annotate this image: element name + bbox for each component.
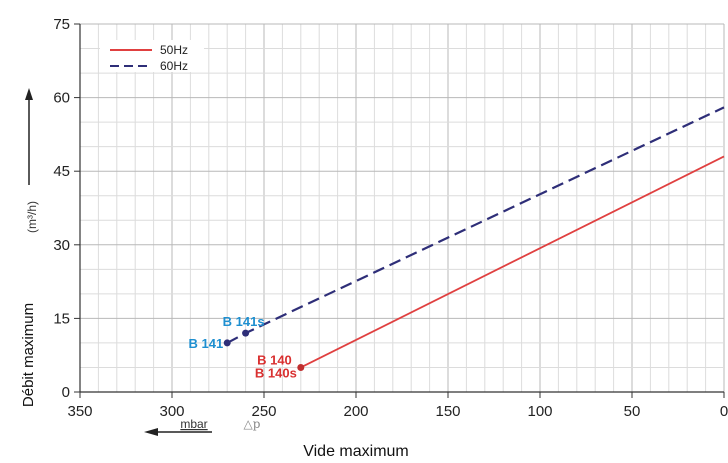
point-marker <box>242 329 250 337</box>
y-tick-label: 75 <box>53 16 70 33</box>
x-tick-label: 100 <box>527 403 552 420</box>
point-marker <box>223 339 231 347</box>
y-tick-label: 15 <box>53 310 70 327</box>
point-marker <box>297 363 305 371</box>
legend-label-50hz: 50Hz <box>160 43 188 57</box>
legend-box <box>100 40 204 72</box>
legend: 50Hz 60Hz <box>100 40 204 73</box>
y-axis-title: Débit maximum (m³/h) <box>20 88 39 407</box>
x-tick-label: 0 <box>720 403 728 420</box>
x-tick-label: 300 <box>159 403 184 420</box>
x-tick-label: 50 <box>624 403 641 420</box>
x-axis-unit: mbar <box>180 417 207 431</box>
x-tick-labels: 350 300 250 200 150 100 50 0 <box>67 392 728 420</box>
x-axis-symbol: △p <box>244 417 261 431</box>
y-axis-unit: (m³/h) <box>25 201 39 233</box>
x-axis-title: mbar △p Vide maximum <box>144 417 409 460</box>
grid <box>79 23 725 393</box>
point-markers <box>223 329 305 371</box>
point-label: B 140s <box>255 365 297 380</box>
y-axis-arrow-head <box>25 88 33 100</box>
x-tick-label: 150 <box>435 403 460 420</box>
y-tick-label: 30 <box>53 237 70 254</box>
plot-frame <box>79 24 724 393</box>
x-tick-label: 250 <box>251 403 276 420</box>
y-axis-label: Débit maximum <box>20 303 37 407</box>
y-tick-label: 60 <box>53 90 70 107</box>
series-line-50hz <box>300 155 725 369</box>
point-label: B 141 <box>188 336 223 351</box>
series-line-60hz <box>226 106 725 344</box>
point-label: B 140 <box>257 352 292 367</box>
point-label: B 141s <box>223 314 265 329</box>
legend-label-60hz: 60Hz <box>160 59 188 73</box>
y-tick-labels: 0 15 30 45 60 75 <box>53 16 80 401</box>
y-tick-label: 45 <box>53 163 70 180</box>
x-tick-label: 200 <box>343 403 368 420</box>
x-tick-label: 350 <box>67 403 92 420</box>
x-axis-arrow-head <box>144 428 158 436</box>
y-tick-label: 0 <box>62 384 70 401</box>
x-axis-label: Vide maximum <box>303 443 409 460</box>
